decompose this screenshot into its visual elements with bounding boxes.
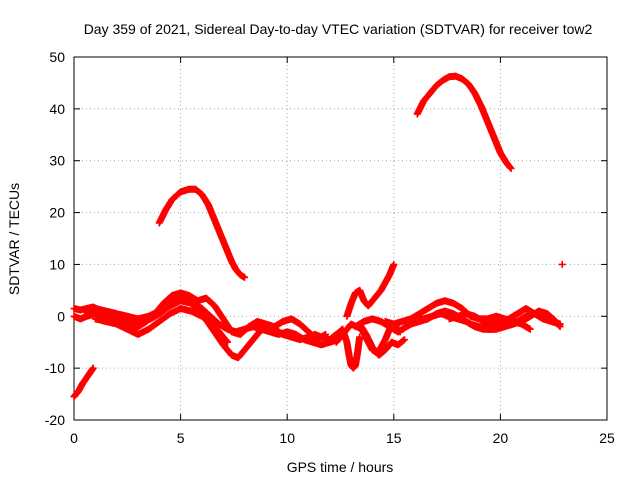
y-tick-label: 50 <box>49 49 65 65</box>
y-tick-label: 40 <box>49 101 65 117</box>
y-tick-label: 0 <box>57 308 65 324</box>
series-arc-rise-early <box>70 364 97 401</box>
data-point <box>241 273 249 281</box>
x-tick-label: 20 <box>493 430 509 446</box>
series-isolated-point <box>558 260 566 268</box>
series-arc-b <box>70 289 330 344</box>
y-tick-label: -20 <box>45 412 65 428</box>
series-arc-mid-lower <box>356 320 408 359</box>
x-axis-label: GPS time / hours <box>287 459 394 475</box>
x-tick-label: 25 <box>599 430 615 446</box>
y-tick-label: -10 <box>45 360 65 376</box>
data-point <box>322 330 330 338</box>
series-arc-c <box>81 294 342 349</box>
data-point <box>224 338 232 346</box>
data-points <box>70 72 566 401</box>
series-arc-peak-25 <box>155 185 249 281</box>
x-tick-label: 5 <box>177 430 185 446</box>
axis-ticks <box>73 56 608 421</box>
data-point <box>556 320 564 328</box>
data-point <box>507 164 515 172</box>
x-tick-label: 0 <box>70 430 78 446</box>
chart-title: Day 359 of 2021, Sidereal Day-to-day VTE… <box>84 21 593 37</box>
data-point <box>526 325 534 333</box>
grid-lines <box>74 57 607 420</box>
x-tick-label: 15 <box>386 430 402 446</box>
series-arc-peak-46 <box>413 72 515 172</box>
y-tick-labels: -20 -10 0 10 20 30 40 50 <box>45 49 65 428</box>
y-tick-label: 10 <box>49 256 65 272</box>
series-arc-mid-rise <box>343 260 398 320</box>
series-arc-d <box>91 305 232 346</box>
data-point <box>89 364 97 372</box>
y-axis-label: SDTVAR / TECUs <box>6 183 22 295</box>
y-tick-label: 30 <box>49 153 65 169</box>
x-tick-label: 10 <box>279 430 295 446</box>
data-point <box>558 260 566 268</box>
x-tick-labels: 0 5 10 15 20 25 <box>70 430 615 446</box>
series-arc-h <box>445 305 564 328</box>
y-tick-label: 20 <box>49 205 65 221</box>
data-point <box>390 260 398 268</box>
data-point <box>400 336 408 344</box>
plot-frame <box>73 56 608 421</box>
